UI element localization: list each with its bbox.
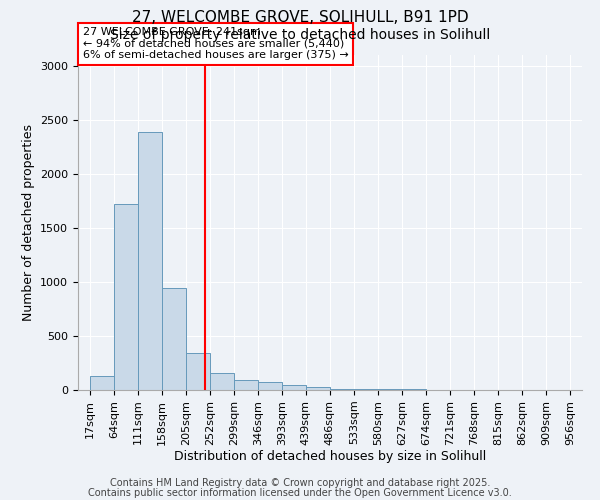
Bar [138,132,162,390]
Bar [210,372,234,390]
X-axis label: Distribution of detached houses by size in Solihull: Distribution of detached houses by size … [174,450,486,464]
Bar [234,380,258,390]
Bar [330,389,353,390]
Text: 27, WELCOMBE GROVE, SOLIHULL, B91 1PD: 27, WELCOMBE GROVE, SOLIHULL, B91 1PD [131,10,469,25]
Bar [186,354,210,390]
Y-axis label: Number of detached properties: Number of detached properties [22,124,35,321]
Bar [282,384,306,390]
Bar [162,288,186,390]
Text: Contains HM Land Registry data © Crown copyright and database right 2025.: Contains HM Land Registry data © Crown c… [110,478,490,488]
Text: 27 WELCOMBE GROVE: 241sqm
← 94% of detached houses are smaller (5,440)
6% of sem: 27 WELCOMBE GROVE: 241sqm ← 94% of detac… [83,27,349,60]
Bar [114,204,138,390]
Bar [306,387,329,390]
Text: Contains public sector information licensed under the Open Government Licence v3: Contains public sector information licen… [88,488,512,498]
Text: Size of property relative to detached houses in Solihull: Size of property relative to detached ho… [110,28,490,42]
Bar [90,376,114,390]
Bar [259,382,282,390]
